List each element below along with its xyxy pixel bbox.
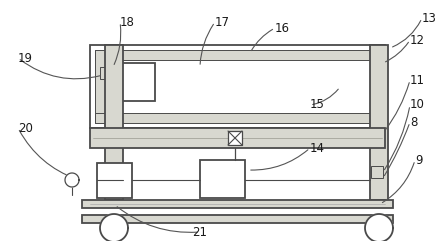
Bar	[228, 131, 242, 145]
Polygon shape	[65, 173, 79, 187]
Bar	[370, 50, 380, 123]
Bar	[90, 45, 385, 128]
Bar	[82, 215, 393, 223]
Bar	[100, 67, 108, 79]
Text: 20: 20	[18, 121, 33, 134]
Bar	[95, 50, 380, 60]
Text: 10: 10	[410, 99, 425, 112]
Text: 9: 9	[415, 154, 423, 167]
Text: 14: 14	[310, 141, 325, 154]
Polygon shape	[100, 214, 128, 241]
Text: 18: 18	[120, 15, 135, 28]
Text: 21: 21	[193, 226, 207, 239]
Bar	[95, 50, 105, 123]
Text: 15: 15	[310, 99, 325, 112]
Text: 12: 12	[410, 33, 425, 47]
Bar	[200, 160, 245, 198]
Bar	[97, 163, 132, 198]
Text: 8: 8	[410, 115, 417, 128]
Text: 17: 17	[215, 15, 230, 28]
Bar	[113, 63, 155, 101]
Text: 16: 16	[275, 21, 290, 34]
Bar	[371, 166, 383, 178]
Bar	[90, 128, 385, 148]
Bar	[371, 67, 383, 79]
Text: 11: 11	[410, 74, 425, 87]
Bar	[95, 113, 380, 123]
Polygon shape	[365, 214, 393, 241]
Text: 19: 19	[18, 52, 33, 65]
Text: 13: 13	[422, 12, 437, 25]
Bar	[82, 200, 393, 208]
Bar	[370, 45, 388, 200]
Bar	[105, 45, 123, 200]
